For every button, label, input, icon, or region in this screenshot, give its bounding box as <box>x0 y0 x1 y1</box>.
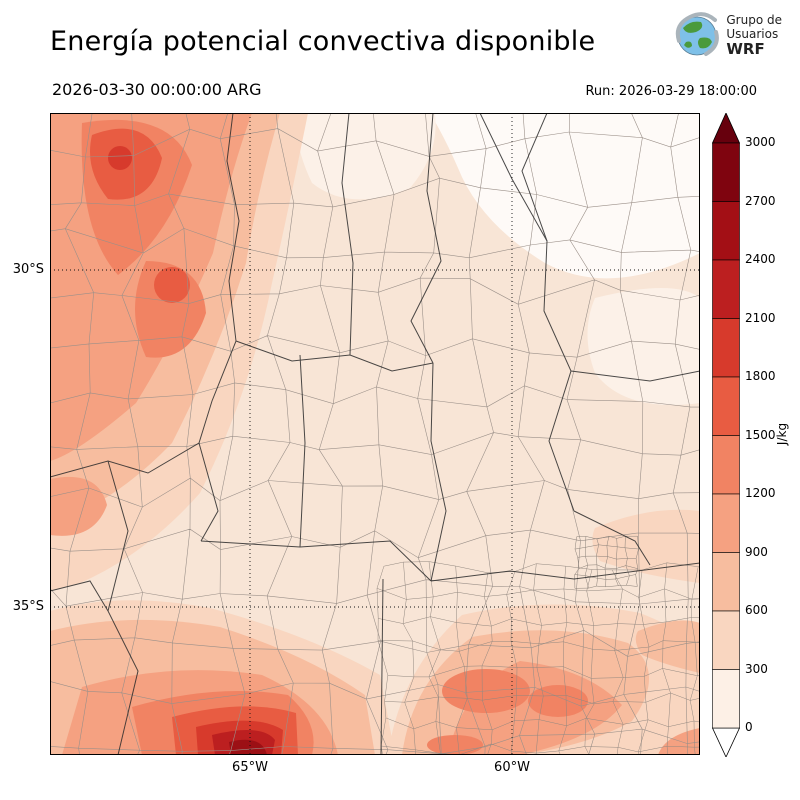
boundary-mesh <box>50 113 700 755</box>
lon-tick-65w: 65°W <box>232 760 268 775</box>
globe-icon <box>676 12 720 56</box>
colorbar-segment <box>712 669 740 729</box>
colorbar-segment <box>712 610 740 670</box>
logo-text: Grupo de Usuarios WRF <box>726 13 782 58</box>
department-boundaries <box>50 113 700 755</box>
colorbar-segment <box>712 259 740 319</box>
colorbar-tick-label: 1200 <box>745 486 776 500</box>
cape-map <box>50 113 700 755</box>
boundary-mesh <box>376 561 700 755</box>
colorbar-tick-label: 3000 <box>745 135 776 149</box>
colorbar-tick-label: 2400 <box>745 252 776 266</box>
boundary-mesh <box>574 535 639 589</box>
run-time-label: Run: 2026-03-29 18:00:00 <box>585 84 757 99</box>
cape-max-core <box>229 739 267 755</box>
logo-line-3: WRF <box>726 39 765 58</box>
colorbar-tick-labels: 3000 2700 2400 2100 1800 1500 1200 900 600 300 0 <box>745 0 795 800</box>
colorbar-segment <box>712 435 740 495</box>
colorbar-arrow-top <box>712 113 740 144</box>
lat-tick-30s: 30°S <box>12 262 44 277</box>
lat-tick-35s: 35°S <box>12 599 44 614</box>
colorbar-tick-label: 2100 <box>745 310 776 325</box>
province-boundaries <box>50 113 700 755</box>
colorbar-segment <box>712 318 740 378</box>
colorbar-unit-label: J/kg <box>775 422 789 446</box>
colorbar-tick-label: 900 <box>745 544 768 559</box>
colorbar-segment <box>712 493 740 553</box>
wrf-logo: Grupo de Usuarios WRF <box>674 12 782 58</box>
colorbar-tick-label: 300 <box>745 661 768 676</box>
colorbar-segment <box>712 552 740 612</box>
logo-line-2: Usuarios <box>726 26 779 41</box>
valid-time-label: 2026-03-30 00:00:00 ARG <box>52 80 262 99</box>
map-border <box>50 113 700 755</box>
colorbar-tick-label: 600 <box>745 603 768 617</box>
colorbar-segment <box>712 376 740 436</box>
lon-tick-60w: 60°W <box>494 760 530 775</box>
colorbar-tick-label: 1500 <box>745 427 776 442</box>
colorbar <box>712 113 740 757</box>
colorbar-tick-label: 1800 <box>745 369 776 383</box>
colorbar-tick-label: 2700 <box>745 193 776 208</box>
page-title: Energía potencial convectiva disponible <box>50 26 596 57</box>
cape-map-canvas <box>50 113 700 755</box>
colorbar-segment <box>712 142 740 202</box>
colorbar-arrow-bottom <box>712 727 740 757</box>
colorbar-tick-label: 0 <box>745 720 753 734</box>
cape-shading <box>50 113 700 755</box>
logo-line-1: Grupo de <box>726 12 782 27</box>
graticule <box>50 113 700 755</box>
colorbar-segment <box>712 201 740 261</box>
